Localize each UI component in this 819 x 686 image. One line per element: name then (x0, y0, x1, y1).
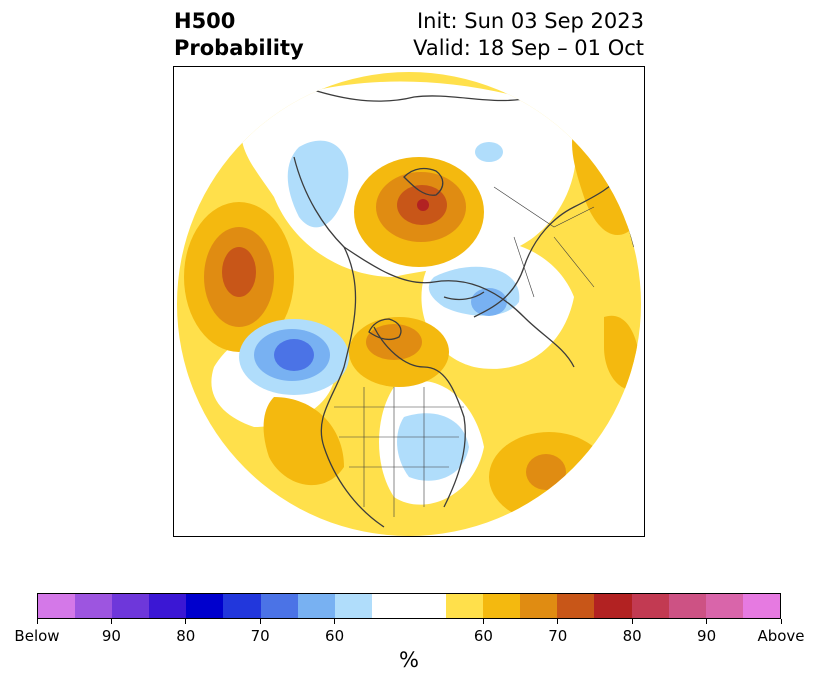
colorbar-segment (223, 594, 261, 618)
colorbar-segment (520, 594, 558, 618)
colorbar-tick-label: Below (14, 627, 60, 645)
title-right: Init: Sun 03 Sep 2023 Valid: 18 Sep – 01… (413, 8, 644, 62)
below-60-us (397, 413, 469, 481)
colorbar-segment (297, 594, 335, 618)
colorbar-unit: % (399, 648, 419, 672)
colorbar-segment (557, 594, 595, 618)
below-70-pacific (274, 339, 314, 371)
colorbar-tick-mark (185, 619, 187, 624)
title-probability: Probability (174, 36, 304, 60)
below-65-scandinavia (471, 288, 507, 316)
valid-range: Valid: 18 Sep – 01 Oct (413, 36, 644, 60)
colorbar-tick-mark (482, 619, 484, 624)
above-70-atlantic (526, 454, 566, 490)
above-65-westcoast (263, 397, 344, 486)
colorbar-segment (705, 594, 743, 618)
colorbar-segment (186, 594, 224, 618)
colorbar-tick-mark (557, 619, 559, 624)
colorbar-tick-mark (110, 619, 112, 624)
colorbar-segment (149, 594, 187, 618)
colorbar-tick-label: 60 (473, 627, 493, 645)
colorbar-tick-mark (706, 619, 708, 624)
title-variable: H500 (174, 9, 236, 33)
colorbar-segment (112, 594, 150, 618)
colorbar-segment (371, 594, 409, 618)
colorbar-tick-label: 70 (548, 627, 568, 645)
colorbar-tick-mark (780, 619, 782, 624)
colorbar-segment (742, 594, 780, 618)
init-date: Init: Sun 03 Sep 2023 (416, 9, 644, 33)
colorbar-tick-mark (334, 619, 336, 624)
colorbar-segment (446, 594, 484, 618)
above-80-arctic (417, 199, 429, 211)
colorbar-tick-label: 70 (250, 627, 270, 645)
title-left: H500 Probability (174, 8, 304, 62)
colorbar-tick-label: Above (757, 627, 805, 645)
colorbar-segment (594, 594, 632, 618)
colorbar-segment (408, 594, 447, 618)
above-75-pacific (222, 247, 256, 297)
map-panel[interactable] (173, 66, 645, 537)
colorbar (37, 593, 781, 619)
above-70-canada (366, 324, 422, 360)
colorbar-segment (483, 594, 521, 618)
colorbar-segment (334, 594, 372, 618)
below-60-alaska (287, 140, 349, 228)
colorbar-tick-label: 80 (622, 627, 642, 645)
borders (334, 186, 595, 517)
colorbar-tick-mark (631, 619, 633, 624)
colorbar-segment (260, 594, 298, 618)
colorbar-tick-mark (259, 619, 261, 624)
colorbar-tick-label: 90 (101, 627, 121, 645)
colorbar-segment (631, 594, 669, 618)
colorbar-segment (75, 594, 113, 618)
below-60-north (475, 142, 503, 162)
colorbar-tick-mark (36, 619, 38, 624)
colorbar-segment (668, 594, 706, 618)
colorbar-tick-label: 60 (325, 627, 345, 645)
colorbar-segment (38, 594, 76, 618)
colorbar-tick-label: 80 (176, 627, 196, 645)
probability-map (177, 72, 641, 536)
colorbar-tick-label: 90 (697, 627, 717, 645)
